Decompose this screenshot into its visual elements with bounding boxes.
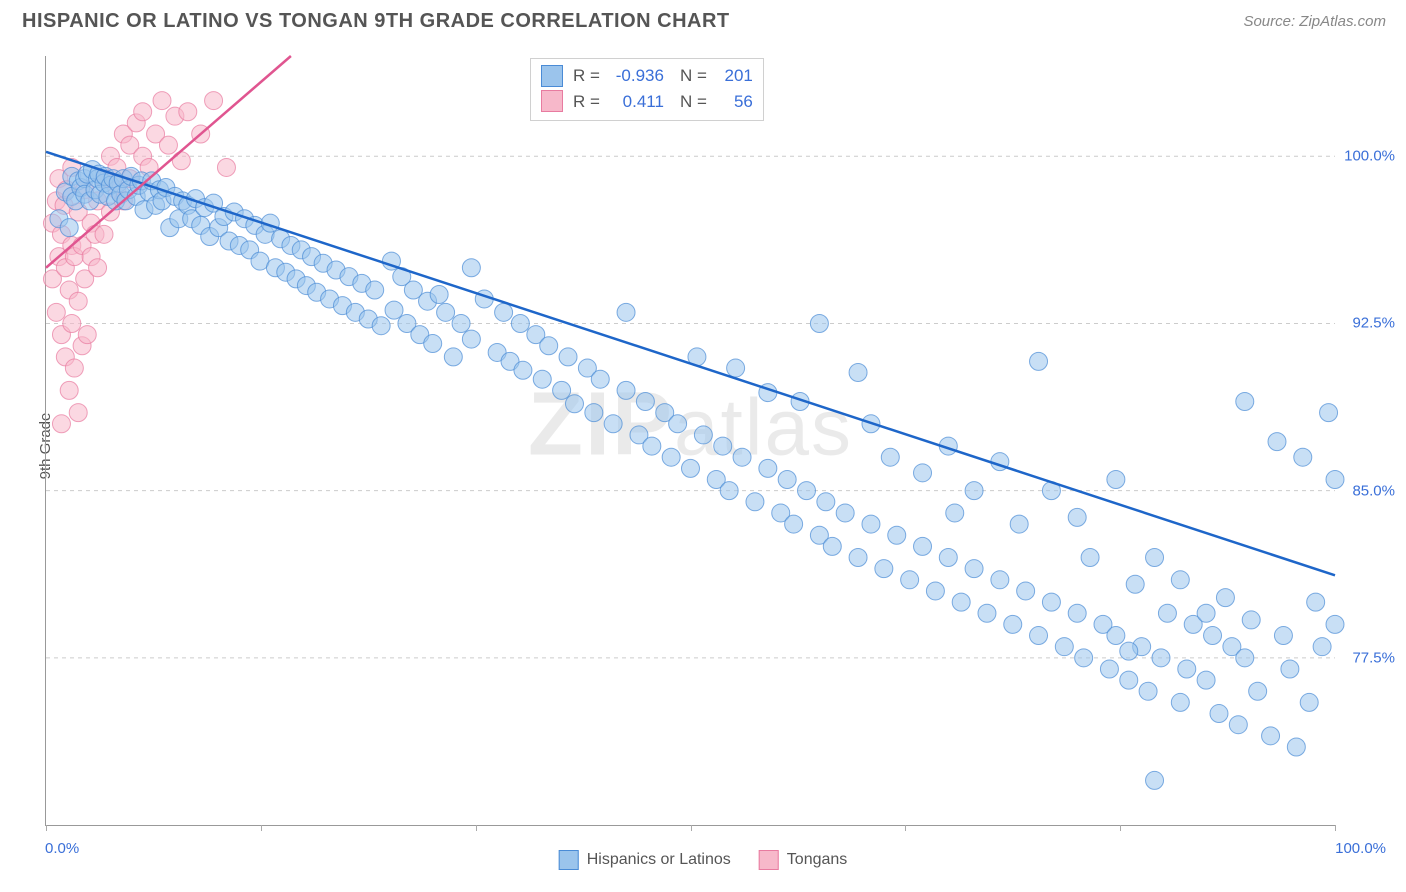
chart-header: HISPANIC OR LATINO VS TONGAN 9TH GRADE C… (0, 0, 1406, 43)
n-label: N = (680, 63, 707, 89)
n-value-pink: 56 (717, 89, 753, 115)
x-tick (46, 825, 47, 831)
x-tick (691, 825, 692, 831)
source-label: Source: ZipAtlas.com (1243, 13, 1386, 30)
n-value-blue: 201 (717, 63, 753, 89)
legend-label-tongans: Tongans (787, 851, 848, 869)
stats-swatch-blue (541, 65, 563, 87)
y-tick-label: 92.5% (1352, 315, 1395, 332)
x-tick (476, 825, 477, 831)
y-tick-label: 100.0% (1344, 148, 1395, 165)
x-axis-min-label: 0.0% (45, 840, 79, 857)
legend-swatch-pink (759, 850, 779, 870)
x-tick (905, 825, 906, 831)
legend-label-hispanics: Hispanics or Latinos (587, 851, 731, 869)
x-tick (1335, 825, 1336, 831)
chart-plot-area: ZIPatlas 77.5%85.0%92.5%100.0% (45, 56, 1335, 826)
y-tick-label: 85.0% (1352, 482, 1395, 499)
stats-row-pink: R = 0.411 N = 56 (541, 89, 753, 115)
stats-legend-box: R = -0.936 N = 201 R = 0.411 N = 56 (530, 58, 764, 121)
stats-row-blue: R = -0.936 N = 201 (541, 63, 753, 89)
n-label: N = (680, 89, 707, 115)
r-value-blue: -0.936 (610, 63, 664, 89)
x-axis-max-label: 100.0% (1335, 840, 1386, 857)
r-label: R = (573, 63, 600, 89)
r-value-pink: 0.411 (610, 89, 664, 115)
legend-item-hispanics: Hispanics or Latinos (559, 850, 731, 870)
bottom-legend: Hispanics or Latinos Tongans (559, 850, 848, 870)
x-tick (261, 825, 262, 831)
y-tick-label: 77.5% (1352, 649, 1395, 666)
x-tick (1120, 825, 1121, 831)
legend-swatch-blue (559, 850, 579, 870)
chart-title: HISPANIC OR LATINO VS TONGAN 9TH GRADE C… (22, 10, 730, 33)
legend-item-tongans: Tongans (759, 850, 848, 870)
r-label: R = (573, 89, 600, 115)
scatter-plot-svg (46, 56, 1335, 825)
stats-swatch-pink (541, 90, 563, 112)
